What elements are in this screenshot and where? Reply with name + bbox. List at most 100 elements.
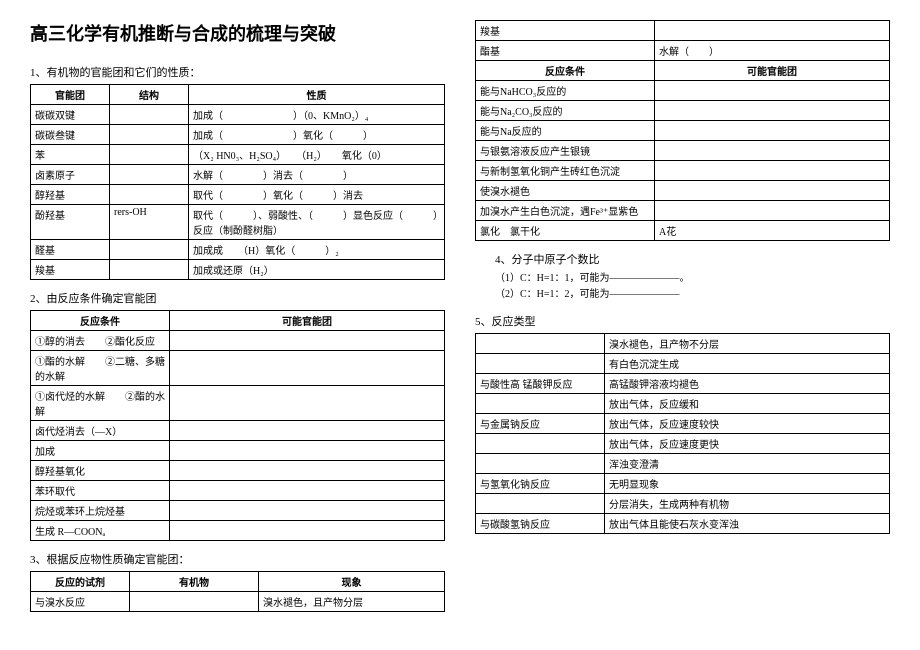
td: 分层消失，生成两种有机物 (605, 494, 890, 514)
th: 反应条件 (31, 311, 170, 331)
td: 能与NaHCO₃反应的 (476, 81, 655, 101)
td: 氯化 氯干化 (476, 221, 655, 241)
right-column: 羧基 酯基水解（ ） 反应条件 可能官能团 能与NaHCO₃反应的 能与Na₂C… (475, 20, 890, 612)
td: A花 (655, 221, 890, 241)
td (170, 501, 445, 521)
section4-title: 4、分子中原子个数比 (495, 251, 890, 267)
td (476, 354, 605, 374)
td: 烷烃或苯环上烷烃基 (31, 501, 170, 521)
section1-title: 1、有机物的官能团和它们的性质： (30, 64, 445, 80)
section5-title: 5、反应类型 (475, 313, 890, 329)
td: 溴水褪色，且产物分层 (259, 592, 445, 612)
th: 性质 (189, 85, 445, 105)
td (110, 125, 189, 145)
th: 反应的试剂 (31, 572, 130, 592)
td (655, 201, 890, 221)
td: 水解（ ） (655, 41, 890, 61)
td: rers-OH (110, 205, 189, 240)
th: 现象 (259, 572, 445, 592)
section2-title: 2、由反应条件确定官能团 (30, 290, 445, 306)
td: 取代（ ）氧化（ ）消去 (189, 185, 445, 205)
table-top-right: 羧基 酯基水解（ ） 反应条件 可能官能团 能与NaHCO₃反应的 能与Na₂C… (475, 20, 890, 241)
table2: 反应条件 可能官能团 ①醇的消去 ②酯化反应 ①酯的水解 ②二糖、多糖的水解 ①… (30, 310, 445, 541)
td: 加溴水产生白色沉淀，遇Fe³⁺显紫色 (476, 201, 655, 221)
page-title: 高三化学有机推断与合成的梳理与突破 (30, 20, 445, 46)
td: 生成 R—COONₐ (31, 521, 170, 541)
td: 放出气体，反应速度更快 (605, 434, 890, 454)
td: 苯环取代 (31, 481, 170, 501)
td: 醛基 (31, 240, 110, 260)
table3: 反应的试剂 有机物 现象 与溴水反应 溴水褪色，且产物分层 (30, 571, 445, 612)
td: 加成（ ）氧化（ ） (189, 125, 445, 145)
td: 无明显现象 (605, 474, 890, 494)
td: 醇羟基 (31, 185, 110, 205)
td: 与酸性高 锰酸钾反应 (476, 374, 605, 394)
td: 使溴水褪色 (476, 181, 655, 201)
td (476, 454, 605, 474)
td (110, 145, 189, 165)
th: 可能官能团 (170, 311, 445, 331)
left-column: 高三化学有机推断与合成的梳理与突破 1、有机物的官能团和它们的性质： 官能团 结… (30, 20, 445, 612)
td: 放出气体且能使石灰水变浑浊 (605, 514, 890, 534)
td: 与新制氢氧化铜产生砖红色沉淀 (476, 161, 655, 181)
th: 可能官能团 (655, 61, 890, 81)
td (655, 161, 890, 181)
td: 水解（ ）消去（ ） (189, 165, 445, 185)
td (110, 260, 189, 280)
td: 与氢氧化钠反应 (476, 474, 605, 494)
td: 与碳酸氢钠反应 (476, 514, 605, 534)
td (170, 441, 445, 461)
td (110, 240, 189, 260)
td: 放出气体，反应速度较快 (605, 414, 890, 434)
td (110, 105, 189, 125)
td (655, 101, 890, 121)
td: 与溴水反应 (31, 592, 130, 612)
td (170, 461, 445, 481)
td (476, 494, 605, 514)
line: （1）C：H=1：1，可能为———————。 (495, 271, 890, 287)
td: 取代（ ）、弱酸性、（ ）显色反应（ ） 反应（制酚醛树脂） (189, 205, 445, 240)
section3-title: 3、根据反应物性质确定官能团： (30, 551, 445, 567)
th: 反应条件 (476, 61, 655, 81)
td (170, 481, 445, 501)
td: 酯基 (476, 41, 655, 61)
td (655, 141, 890, 161)
td (476, 434, 605, 454)
td: 醇羟基氧化 (31, 461, 170, 481)
section4-body: （1）C：H=1：1，可能为———————。 （2）C：H=1：2，可能为———… (495, 271, 890, 303)
td: 加成成 （H）氧化（ ）₂ (189, 240, 445, 260)
td (170, 331, 445, 351)
td (476, 334, 605, 354)
table5: 溴水褪色，且产物不分层 有白色沉淀生成 与酸性高 锰酸钾反应高锰酸钾溶液均褪色 … (475, 333, 890, 534)
td: 卤代烃消去（—X） (31, 421, 170, 441)
td: 羧基 (476, 21, 655, 41)
th: 结构 (110, 85, 189, 105)
table1: 官能团 结构 性质 碳碳双键加成（ ）（0、KMnO₂）₄ 碳碳叁键加成（ ）氧… (30, 84, 445, 280)
td: 碳碳双键 (31, 105, 110, 125)
td (170, 351, 445, 386)
td (476, 394, 605, 414)
td (655, 181, 890, 201)
td: 与银氨溶液反应产生银镜 (476, 141, 655, 161)
td: 加成（ ）（0、KMnO₂）₄ (189, 105, 445, 125)
td: 能与Na反应的 (476, 121, 655, 141)
th: 有机物 (130, 572, 259, 592)
td (110, 165, 189, 185)
td: 酚羟基 (31, 205, 110, 240)
td: 浑浊变澄清 (605, 454, 890, 474)
td (130, 592, 259, 612)
td: 放出气体，反应缓和 (605, 394, 890, 414)
th: 官能团 (31, 85, 110, 105)
td: 能与Na₂CO₃反应的 (476, 101, 655, 121)
td: 与金属钠反应 (476, 414, 605, 434)
td: 加成或还原（H₂） (189, 260, 445, 280)
td (655, 81, 890, 101)
td: （X₂ HN0₃、H₂SO₄） （H₂） 氧化（0） (189, 145, 445, 165)
td (655, 21, 890, 41)
td (655, 121, 890, 141)
td: ①卤代烃的水解 ②酯的水解 (31, 386, 170, 421)
td: 溴水褪色，且产物不分层 (605, 334, 890, 354)
td: ①醇的消去 ②酯化反应 (31, 331, 170, 351)
td: ①酯的水解 ②二糖、多糖的水解 (31, 351, 170, 386)
td (170, 521, 445, 541)
